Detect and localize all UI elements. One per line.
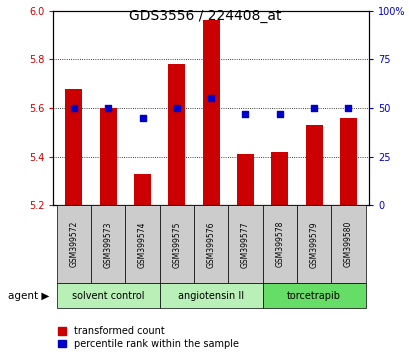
- Point: [173, 105, 180, 111]
- Bar: [56, 283, 159, 308]
- Text: GSM399573: GSM399573: [103, 221, 112, 268]
- Text: GSM399579: GSM399579: [309, 221, 318, 268]
- Text: GDS3556 / 224408_at: GDS3556 / 224408_at: [128, 9, 281, 23]
- Bar: [236, 154, 254, 205]
- Text: GSM399578: GSM399578: [274, 221, 283, 268]
- Bar: [202, 20, 219, 205]
- Bar: [330, 205, 365, 283]
- Legend: transformed count, percentile rank within the sample: transformed count, percentile rank withi…: [58, 326, 238, 349]
- Text: GSM399575: GSM399575: [172, 221, 181, 268]
- Bar: [339, 118, 356, 205]
- Text: GSM399577: GSM399577: [240, 221, 249, 268]
- Bar: [193, 205, 228, 283]
- Bar: [125, 205, 159, 283]
- Bar: [56, 205, 91, 283]
- Text: GSM399576: GSM399576: [206, 221, 215, 268]
- Point: [242, 111, 248, 116]
- Text: GSM399580: GSM399580: [343, 221, 352, 268]
- Bar: [262, 205, 296, 283]
- Text: GSM399572: GSM399572: [69, 221, 78, 268]
- Text: solvent control: solvent control: [72, 291, 144, 301]
- Bar: [228, 205, 262, 283]
- Text: agent ▶: agent ▶: [8, 291, 49, 301]
- Point: [105, 105, 111, 111]
- Point: [276, 111, 282, 116]
- Point: [207, 95, 214, 101]
- Point: [70, 105, 77, 111]
- Point: [310, 105, 317, 111]
- Bar: [65, 88, 82, 205]
- Text: torcetrapib: torcetrapib: [286, 291, 340, 301]
- Bar: [91, 205, 125, 283]
- Text: GSM399574: GSM399574: [138, 221, 147, 268]
- Bar: [134, 174, 151, 205]
- Bar: [270, 152, 288, 205]
- Bar: [296, 205, 330, 283]
- Bar: [99, 108, 117, 205]
- Bar: [159, 205, 193, 283]
- Text: angiotensin II: angiotensin II: [178, 291, 244, 301]
- Bar: [305, 125, 322, 205]
- Bar: [168, 64, 185, 205]
- Bar: [262, 283, 365, 308]
- Bar: [159, 283, 262, 308]
- Point: [139, 115, 146, 120]
- Point: [344, 105, 351, 111]
